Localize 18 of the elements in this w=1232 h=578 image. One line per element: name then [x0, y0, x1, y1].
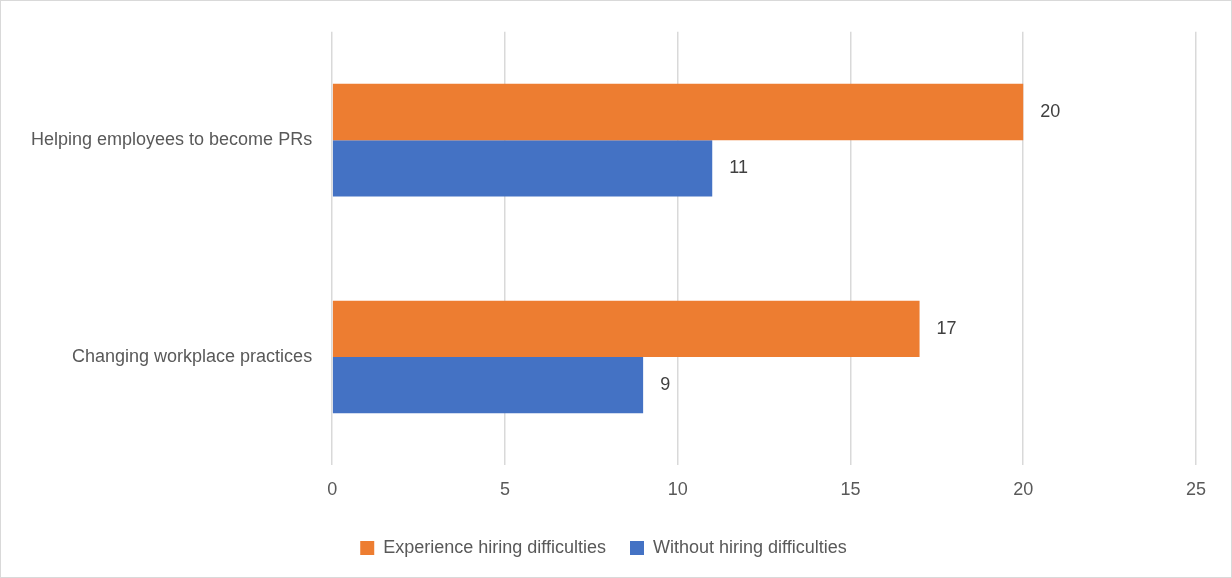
x-tick-label: 10: [667, 479, 688, 500]
x-tick-label: 0: [327, 479, 338, 500]
bar: [332, 300, 920, 357]
x-tick-label: 20: [1013, 479, 1034, 500]
legend-label: Without hiring difficulties: [653, 536, 847, 557]
bar: [332, 83, 1024, 141]
data-label: 17: [936, 317, 957, 338]
legend-label: Experience hiring difficulties: [383, 536, 607, 557]
y-tick-label: Changing workplace practices: [72, 345, 313, 366]
x-tick-label: 15: [840, 479, 861, 500]
x-tick-label: 5: [499, 479, 510, 500]
data-label: 11: [729, 157, 748, 178]
y-tick-label: Helping employees to become PRs: [30, 129, 313, 150]
data-label: 20: [1040, 100, 1061, 121]
bar: [332, 357, 644, 414]
x-tick-label: 25: [1185, 479, 1207, 500]
bar: [332, 140, 713, 197]
data-label: 9: [660, 374, 671, 395]
